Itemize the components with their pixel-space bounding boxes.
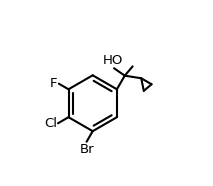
Text: F: F bbox=[50, 77, 58, 90]
Text: HO: HO bbox=[103, 54, 123, 67]
Text: Cl: Cl bbox=[44, 117, 57, 130]
Text: Br: Br bbox=[79, 143, 94, 156]
